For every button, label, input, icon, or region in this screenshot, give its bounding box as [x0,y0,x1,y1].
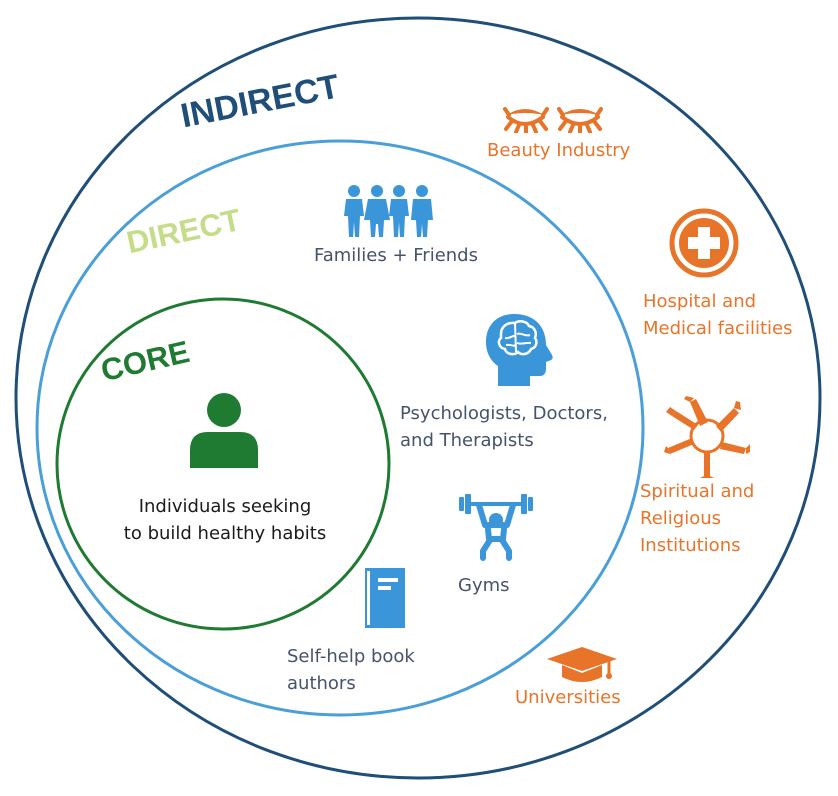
medical-cross-icon [669,208,739,278]
psychologists-label-line2: and Therapists [400,430,534,451]
gyms-label: Gyms [458,575,510,596]
core-ring [55,297,391,631]
graduation-cap-icon [547,647,617,682]
authors-label-line2: authors [287,673,356,694]
direct-ring [35,139,645,717]
family-icon [344,185,433,237]
core-label-line1: Individuals seeking [138,496,312,517]
hospital-label-line1: Hospital and [643,291,757,312]
spiritual-label: Spiritual and Religious Institutions [640,478,754,559]
hospital-label: Hospital and Medical facilities [643,288,792,342]
authors-label-line1: Self-help book [287,646,415,667]
beauty-label: Beauty Industry [487,140,631,161]
psychologists-label: Psychologists, Doctors, and Therapists [400,400,608,454]
book-icon [365,568,405,628]
spiritual-label-line3: Institutions [640,535,741,556]
weightlifter-icon [459,494,533,561]
indirect-ring [14,16,822,780]
psychologists-label-line1: Psychologists, Doctors, [400,403,608,424]
families-label: Families + Friends [314,245,478,266]
core-label-line2: to build healthy habits [123,523,327,544]
brain-head-icon [486,314,553,386]
eyelashes-icon [503,107,603,133]
spiritual-label-line2: Religious [640,508,721,529]
hospital-label-line2: Medical facilities [643,318,793,339]
joined-hands-icon [664,396,750,478]
spiritual-label-line1: Spiritual and [640,481,755,502]
person-icon [190,393,258,468]
core-label: Individuals seeking to build healthy hab… [100,493,350,547]
universities-label: Universities [515,687,621,708]
authors-label: Self-help book authors [287,643,415,697]
